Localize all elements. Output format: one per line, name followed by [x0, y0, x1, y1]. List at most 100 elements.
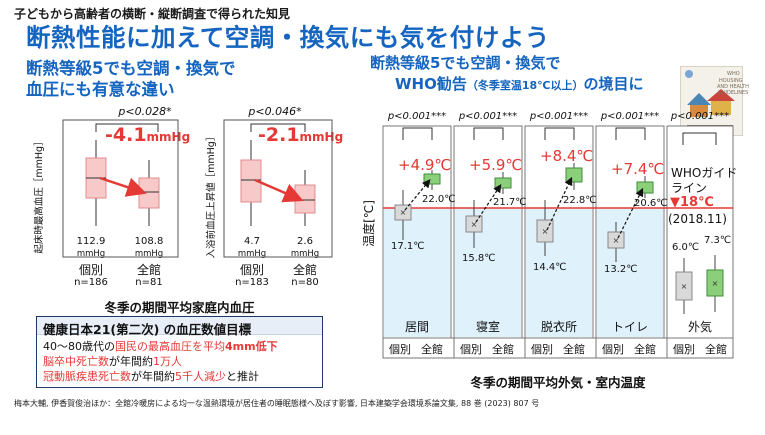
- room4-x-whole: 全館: [634, 343, 656, 356]
- outdoor-p-value: p<0.001***: [670, 111, 730, 122]
- who-year: (2018.11): [668, 212, 727, 226]
- room2-diff: +5.9℃: [469, 156, 523, 174]
- room3-x-indiv: 個別: [531, 343, 553, 356]
- left-chart-diff-unit: mmHg: [146, 130, 191, 144]
- citation: 梅本大輔, 伊香賀俊治ほか：全館冷暖房による均一な温熱環境が居住者の睡眠態様へ及…: [14, 399, 540, 408]
- room3-value-indiv: 14.4℃: [533, 262, 567, 273]
- svg-text:×: ×: [542, 227, 549, 236]
- room4-value-indiv: 13.2℃: [604, 264, 638, 275]
- who-book-text-3: AND HEALTH: [717, 84, 749, 90]
- who-book-text-2: HOUSING: [719, 78, 743, 84]
- left-chart-n-2: n=81: [135, 277, 163, 288]
- left-chart-diff: -4.1mmHg: [105, 124, 190, 146]
- goal-line2-red2: 1万人: [153, 355, 182, 368]
- right-chart-unit-2: mmHg: [290, 249, 320, 259]
- goal-line1-red: 国民の最高血圧を平均: [115, 340, 225, 353]
- svg-text:×: ×: [712, 279, 719, 288]
- x-label-row: [382, 337, 734, 359]
- below-18-region-1: [384, 208, 450, 337]
- room1-arrow: [404, 179, 431, 211]
- left-chart-arrow: [99, 176, 147, 197]
- goal-line1-bold: 4mm低下: [225, 340, 278, 353]
- goal-line-1: 40～80歳代の国民の最高血圧を平均4mm低下: [43, 338, 278, 354]
- right-heading-line2: WHO勧告（冬季室温18℃以上）の境目に: [395, 73, 644, 94]
- right-chart-value-2: 2.6: [297, 236, 313, 247]
- temperature-ylabel: 温度[℃]: [361, 200, 376, 247]
- svg-text:×: ×: [613, 236, 620, 245]
- goal-line2-mid: が年間約: [109, 355, 153, 368]
- right-heading-end: の境目に: [583, 75, 644, 93]
- room3-arrow: [546, 176, 573, 231]
- room2-arrow: [475, 184, 502, 223]
- left-chart-frame: [62, 119, 179, 258]
- room1-box-indiv: [394, 204, 412, 221]
- who-book-text-4: GUIDELINES: [718, 90, 749, 96]
- left-chart-unit-2: mmHg: [134, 249, 164, 259]
- room2-value-whole: 21.7℃: [493, 197, 527, 208]
- room4-box-whole: [636, 181, 654, 194]
- goal-title: 健康日本21(第二次) の血圧数値目標: [43, 322, 252, 337]
- room3-x-whole: 全館: [563, 343, 585, 356]
- outdoor-x-indiv: 個別: [673, 343, 695, 356]
- goal-line3-red2: 5千人減少: [175, 370, 226, 383]
- outdoor-box-whole: [706, 269, 724, 297]
- left-chart-p-value: p<0.028*: [118, 105, 172, 118]
- goal-line2-red: 脳卒中死亡数: [43, 355, 109, 368]
- right-chart-n-1: n=183: [235, 277, 269, 288]
- room1-value-indiv: 17.1℃: [391, 241, 425, 252]
- room1-name: 居間: [404, 320, 429, 334]
- room2-x-indiv: 個別: [460, 343, 482, 356]
- outdoor-x-whole: 全館: [705, 343, 727, 356]
- room3-name: 脱衣所: [540, 320, 577, 334]
- room-panel-5: [666, 125, 734, 339]
- right-chart-frame: [223, 119, 333, 258]
- goal-box: 健康日本21(第二次) の血圧数値目標 40～80歳代の国民の最高血圧を平均4m…: [36, 316, 323, 388]
- who-label-2: ライン: [671, 181, 708, 195]
- goal-line3-suffix: と推計: [226, 370, 259, 383]
- goal-line-2: 脳卒中死亡数が年間約1万人: [43, 353, 182, 369]
- right-caption: 冬季の期間平均外気・室内温度: [470, 375, 646, 390]
- left-chart-unit-1: mmHg: [76, 249, 106, 259]
- who-book-text-1: WHO: [727, 71, 740, 77]
- page-title: 断熱性能に加えて空調・換気にも気を付けよう: [26, 23, 550, 52]
- room4-name: トイレ: [611, 320, 648, 334]
- right-chart-arrow: [254, 178, 304, 203]
- right-chart-diff-value: -2.1: [258, 124, 300, 146]
- left-chart-n-1: n=186: [74, 277, 108, 288]
- room3-box-indiv: [536, 219, 554, 243]
- house-icon: [685, 70, 735, 117]
- room4-box-indiv: [607, 231, 625, 249]
- who-guideline-book-icon: WHO HOUSING AND HEALTH GUIDELINES: [680, 66, 749, 136]
- outdoor-value-whole: 7.3℃: [704, 235, 732, 246]
- below-18-region-4: [597, 208, 663, 337]
- room1-p-value: p<0.001***: [387, 111, 447, 122]
- right-heading-who: WHO勧告: [395, 75, 467, 93]
- svg-text:×: ×: [400, 208, 407, 217]
- room1-x-indiv: 個別: [389, 343, 411, 356]
- room3-p-value: p<0.001***: [529, 111, 589, 122]
- room1-diff: +4.9℃: [398, 156, 452, 174]
- room1-value-whole: 22.0℃: [422, 194, 456, 205]
- goal-line-3: 冠動脈疾患死亡数が年間約5千人減少と推計: [43, 368, 259, 384]
- temperature-chart: × × × × × ×: [382, 125, 734, 359]
- left-chart-bracket: [95, 123, 159, 132]
- right-chart-value-1: 4.7: [244, 236, 260, 247]
- goal-line3-mid: が年間約: [131, 370, 175, 383]
- room3-diff: +8.4℃: [540, 147, 594, 165]
- room2-box-whole: [494, 177, 512, 189]
- left-bp-charts: [62, 119, 333, 258]
- goal-box-header: [37, 317, 322, 335]
- left-chart-value-1: 112.9: [76, 236, 106, 247]
- svg-text:×: ×: [471, 220, 478, 229]
- room2-name: 寝室: [475, 320, 500, 334]
- who-threshold: ▼18℃: [670, 195, 714, 210]
- right-chart-box-1: [240, 159, 262, 203]
- svg-text:×: ×: [681, 282, 688, 291]
- room4-value-whole: 20.6℃: [634, 198, 668, 209]
- room4-x-indiv: 個別: [602, 343, 624, 356]
- left-heading-line2: 血圧にも有意な違い: [26, 80, 175, 99]
- room4-p-value: p<0.001***: [600, 111, 660, 122]
- left-chart-diff-value: -4.1: [105, 124, 147, 146]
- right-heading-cond: （冬季室温18℃以上）: [466, 79, 584, 92]
- outdoor-value-indiv: 6.0℃: [672, 242, 700, 253]
